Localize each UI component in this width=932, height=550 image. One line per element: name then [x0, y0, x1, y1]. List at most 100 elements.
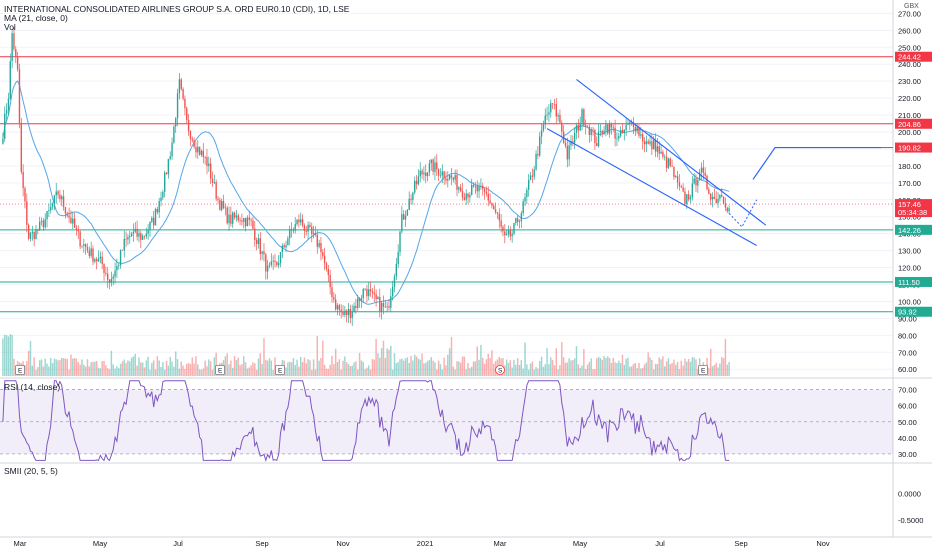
time-tick[interactable]: Mar [494, 539, 507, 548]
candle-body [73, 218, 76, 228]
candle-body [50, 206, 52, 211]
candle [72, 212, 74, 230]
candle [50, 199, 52, 214]
event-marker[interactable]: S [495, 365, 505, 375]
horizontal-levels[interactable] [0, 56, 893, 313]
time-tick[interactable]: Jul [173, 539, 183, 548]
candle [178, 73, 181, 100]
candle [323, 247, 326, 271]
price-axis[interactable]: 270.00 260.00 250.00 240.00 230.00 220.00 210.… [898, 9, 923, 525]
candle-body [619, 130, 622, 136]
candle [42, 218, 45, 232]
volume-bar [412, 360, 414, 376]
candle-body [202, 150, 205, 157]
candle-body [724, 203, 727, 208]
event-marker[interactable]: E [698, 365, 708, 375]
drawing-tools[interactable] [546, 79, 893, 247]
event-marker[interactable]: E [275, 365, 285, 375]
time-tick[interactable]: 2021 [417, 539, 434, 548]
candle-body [311, 226, 313, 235]
volume-bar [537, 368, 539, 376]
candle-body [237, 215, 239, 221]
candle-body [680, 186, 682, 188]
candle [333, 292, 335, 303]
event-marker[interactable]: E [215, 365, 225, 375]
candle [149, 221, 151, 237]
volume-bar [7, 336, 10, 376]
candle-body [110, 278, 113, 283]
volume-bar [368, 365, 370, 376]
candle-body [162, 191, 164, 198]
volume-bar [274, 357, 276, 376]
price-tick: 100.00 [898, 297, 921, 306]
candle-body [296, 219, 298, 225]
candle-body [439, 175, 442, 177]
time-tick[interactable]: Mar [14, 539, 27, 548]
price-tick: 240.00 [898, 60, 921, 69]
rsi-legend[interactable]: RSI (14, close) [4, 382, 61, 392]
time-tick[interactable]: Nov [816, 539, 830, 548]
ma-legend[interactable]: MA (21, close, 0) [4, 13, 68, 23]
candle [461, 182, 464, 201]
volume-bars [2, 334, 730, 376]
volume-bar [450, 337, 453, 376]
volume-bar [49, 357, 52, 376]
candle-body [458, 187, 460, 190]
volume-bar [515, 364, 517, 376]
volume-bar [627, 357, 629, 376]
level-label: 190.82 [898, 144, 921, 153]
time-axis[interactable]: Mar May Jul Sep Nov 2021 Mar May Jul Sep Nov [14, 539, 830, 548]
candle-body [184, 98, 186, 109]
volume-bar [4, 334, 6, 376]
candle [160, 191, 162, 207]
candle-body [22, 171, 24, 189]
candle-body [287, 238, 289, 246]
time-tick[interactable]: Sep [255, 539, 268, 548]
volume-legend[interactable]: Vol [4, 22, 16, 32]
candle [265, 252, 267, 280]
time-tick[interactable]: Sep [734, 539, 747, 548]
candle-body [37, 229, 39, 231]
volume-bar [608, 357, 611, 376]
time-tick[interactable]: May [573, 539, 587, 548]
candle-body [217, 198, 219, 200]
time-tick[interactable]: May [93, 539, 107, 548]
volume-bar [724, 338, 727, 376]
candle-body [605, 124, 607, 131]
candle-body [274, 260, 276, 262]
candle-body [572, 141, 574, 143]
volume-bar [426, 361, 429, 376]
candle [29, 231, 32, 242]
rsi-tick: 50.00 [898, 418, 917, 427]
candle-body [228, 214, 230, 224]
price-tick: 220.00 [898, 94, 921, 103]
volume-bar [432, 360, 434, 376]
event-marker[interactable]: E [15, 365, 25, 375]
candle-body [94, 259, 96, 262]
candle [70, 210, 72, 224]
rsi-tick: 30.00 [898, 450, 917, 459]
candle [402, 210, 405, 221]
volume-bar [402, 360, 405, 376]
volume-bar [189, 363, 192, 376]
volume-bar [250, 365, 252, 376]
smii-legend[interactable]: SMII (20, 5, 5) [4, 466, 58, 476]
volume-bar [353, 362, 355, 376]
candle-body [575, 125, 578, 133]
volume-bar [654, 363, 657, 376]
volume-bar [323, 364, 326, 376]
volume-bar [647, 352, 649, 376]
time-tick[interactable]: Nov [336, 539, 350, 548]
candle-body [11, 33, 13, 62]
candle-body [261, 251, 263, 254]
time-tick[interactable]: Jul [655, 539, 665, 548]
candle-body [647, 141, 649, 144]
candle [395, 258, 398, 281]
candle [289, 225, 291, 246]
candle [437, 168, 440, 181]
candle-body [230, 214, 232, 224]
candle [597, 124, 600, 148]
candle-body [434, 162, 436, 172]
